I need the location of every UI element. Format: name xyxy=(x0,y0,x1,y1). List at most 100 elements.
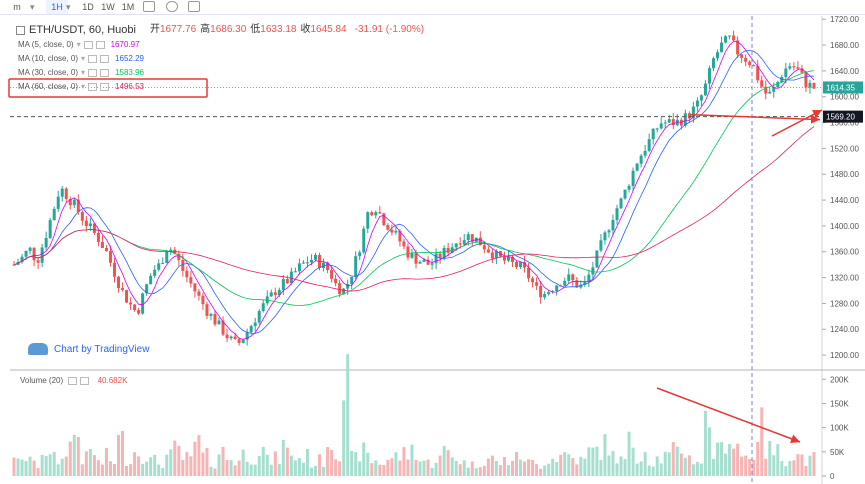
chart-type-icon[interactable] xyxy=(143,1,155,12)
volume-bar xyxy=(804,465,808,476)
candle-body xyxy=(314,254,317,260)
candle-body xyxy=(470,234,474,242)
volume-bar xyxy=(699,463,703,476)
close-icon[interactable] xyxy=(80,376,90,385)
candle-body xyxy=(181,259,185,271)
ma5-legend[interactable]: MA (5, close, 0) ▾ 1670.97 xyxy=(18,38,424,52)
settings-icon[interactable] xyxy=(83,41,93,49)
low-label: 低 xyxy=(250,24,261,35)
settings-icon[interactable] xyxy=(88,55,98,63)
chevron-down-icon[interactable]: ▾ xyxy=(30,2,35,12)
volume-bar xyxy=(470,461,474,476)
candle-body xyxy=(241,339,245,343)
close-icon[interactable] xyxy=(100,55,110,63)
volume-bar xyxy=(571,458,575,476)
chevron-down-icon[interactable]: ▾ xyxy=(81,68,86,77)
volume-bar xyxy=(788,461,792,476)
candle-body xyxy=(233,336,237,340)
volume-bar xyxy=(237,460,241,476)
open-label: 开 xyxy=(149,24,160,35)
volume-bar xyxy=(44,456,48,476)
close-icon[interactable] xyxy=(95,41,105,49)
volume-bar xyxy=(165,454,169,476)
candle-body xyxy=(587,274,591,282)
ma5-value: 1670.97 xyxy=(110,40,140,49)
chevron-down-icon[interactable]: ▾ xyxy=(81,82,86,91)
candle-body xyxy=(756,66,760,81)
volume-bar xyxy=(651,466,655,476)
volume-legend[interactable]: Volume (20) 40.682K xyxy=(20,376,127,385)
candle-body xyxy=(209,313,213,316)
volume-bar xyxy=(56,464,60,476)
close-icon[interactable] xyxy=(100,83,110,91)
candle-body xyxy=(108,251,112,263)
volume-bar xyxy=(506,465,510,476)
volume-bar xyxy=(301,462,305,476)
candle-body xyxy=(426,259,430,265)
volume-bar xyxy=(800,454,804,476)
settings-icon[interactable] xyxy=(88,69,98,77)
volume-bar xyxy=(12,457,16,476)
candle-body xyxy=(603,232,607,241)
volume-bar xyxy=(498,464,502,476)
candle-body xyxy=(378,212,382,214)
ma60-legend[interactable]: MA (60, close, 0) ▾ 1496.53 xyxy=(18,80,424,94)
volume-bar xyxy=(153,454,157,476)
volume-bar xyxy=(305,449,309,476)
candle-body xyxy=(225,334,229,339)
volume-bar xyxy=(157,464,161,476)
candle-body xyxy=(289,271,293,284)
candle-body xyxy=(145,284,149,294)
candle-body xyxy=(543,294,547,298)
ma30-legend[interactable]: MA (30, close, 0) ▾ 1583.96 xyxy=(18,66,424,80)
candle-body xyxy=(193,283,197,292)
interval-1m[interactable]: 1M xyxy=(121,2,135,12)
candle-body xyxy=(422,259,426,262)
chevron-down-icon[interactable]: ▾ xyxy=(66,2,71,12)
settings-icon[interactable] xyxy=(68,376,78,385)
candle-body xyxy=(430,263,434,265)
fullscreen-icon[interactable] xyxy=(188,1,200,12)
candle-body xyxy=(88,223,92,227)
candle-body xyxy=(326,262,330,271)
volume-bar xyxy=(406,459,410,476)
close-icon[interactable] xyxy=(100,69,110,77)
candle-body xyxy=(277,289,281,296)
volume-bar xyxy=(671,442,675,476)
volume-value: 40.682K xyxy=(97,376,128,385)
settings-icon[interactable] xyxy=(166,1,178,12)
candle-body xyxy=(639,155,643,164)
volume-bar xyxy=(623,459,627,476)
volume-bar xyxy=(161,467,165,476)
interval-1h[interactable]: 1H xyxy=(46,0,68,14)
candle-body xyxy=(760,80,764,87)
interval-minute[interactable]: m xyxy=(13,2,21,12)
volume-bar xyxy=(474,468,478,476)
volume-bar xyxy=(362,442,366,476)
settings-icon[interactable] xyxy=(88,83,98,91)
candle-body xyxy=(366,212,370,229)
candle-body xyxy=(796,67,800,69)
volume-tick-label: 200K xyxy=(830,375,849,384)
candle-body xyxy=(346,283,350,289)
interval-1w[interactable]: 1W xyxy=(101,2,115,12)
volume-bar xyxy=(740,456,744,476)
candle-body xyxy=(402,241,406,247)
candle-body xyxy=(502,256,506,261)
volume-bar xyxy=(92,455,96,476)
ma10-legend[interactable]: MA (10, close, 0) ▾ 1652.29 xyxy=(18,52,424,66)
interval-1d[interactable]: 1D xyxy=(82,2,94,12)
chevron-down-icon[interactable]: ▾ xyxy=(81,54,86,63)
volume-bar xyxy=(169,449,173,476)
candle-body xyxy=(655,128,659,130)
volume-bar xyxy=(229,459,233,476)
candle-body xyxy=(64,188,68,200)
volume-bar xyxy=(201,452,205,476)
candle-body xyxy=(370,212,374,216)
annotation-arrow xyxy=(689,113,821,124)
collapse-icon[interactable] xyxy=(16,25,25,35)
volume-bar xyxy=(764,458,768,476)
chevron-down-icon[interactable]: ▾ xyxy=(76,40,81,49)
tradingview-branding[interactable]: Chart by TradingView xyxy=(28,343,149,355)
